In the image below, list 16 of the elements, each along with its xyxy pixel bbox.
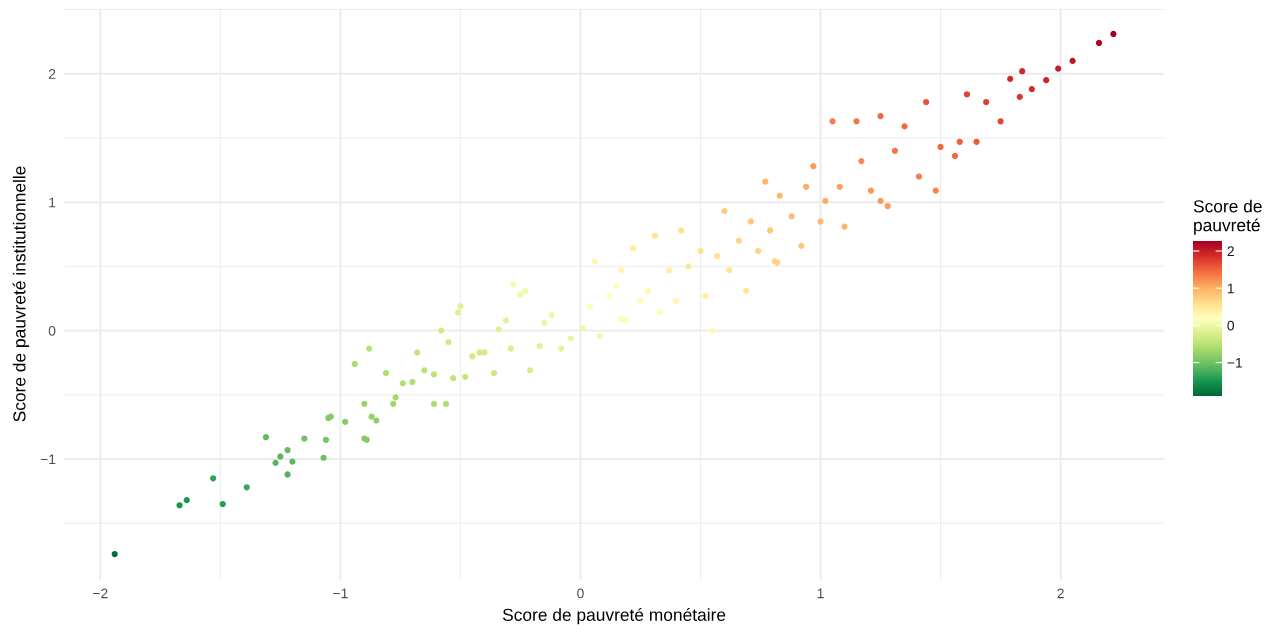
- x-axis-title: Score de pauvreté monétaire: [502, 607, 726, 625]
- color-bar-label: 0: [1227, 320, 1235, 331]
- y-tick-label: 1: [49, 197, 56, 208]
- color-bar-label: 2: [1227, 246, 1234, 257]
- x-tick-label: 1: [817, 588, 824, 599]
- y-axis-title: Score de pauvreté institutionnelle: [12, 166, 30, 422]
- x-tick-label: −2: [93, 588, 108, 599]
- x-tick-label: 0: [577, 588, 584, 599]
- y-tick-label: 2: [48, 69, 56, 79]
- y-tick-label: −1: [40, 454, 56, 465]
- y-tick-label: 0: [48, 325, 56, 336]
- x-tick-label: 2: [1057, 588, 1064, 599]
- color-bar-label: 1: [1227, 283, 1234, 294]
- color-bar-label: −1: [1227, 358, 1243, 368]
- x-tick-label: −1: [333, 588, 348, 599]
- color-bar-title: Score de pauvreté: [1193, 199, 1262, 235]
